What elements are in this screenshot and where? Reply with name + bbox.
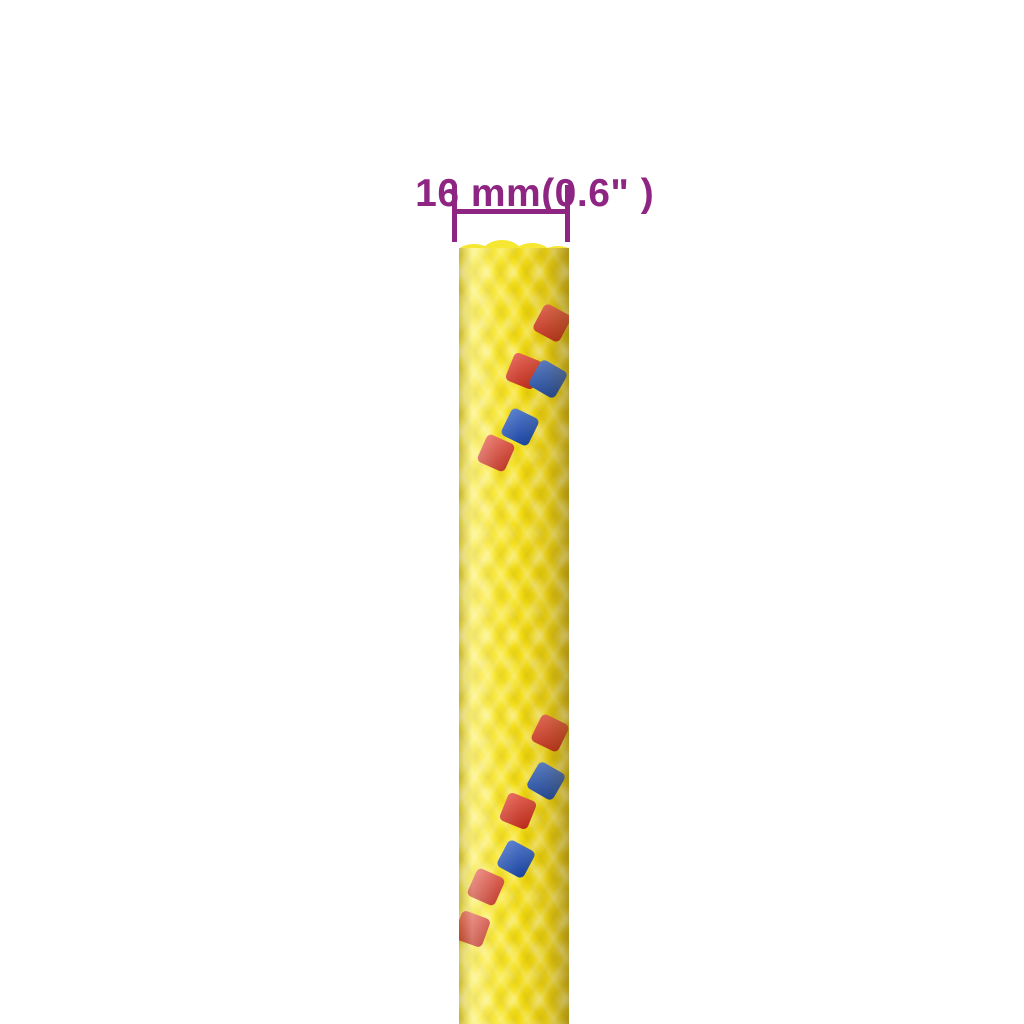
dimension-label-text: 16 mm(0.6" ) bbox=[415, 172, 655, 215]
bracket-tick-right bbox=[565, 185, 570, 242]
rope-cylinder-shading bbox=[459, 248, 569, 1024]
dimension-label: 16 mm(0.6" ) bbox=[0, 128, 1024, 260]
bracket-span-line bbox=[452, 209, 570, 214]
rope-body bbox=[459, 248, 569, 1024]
dimension-bracket bbox=[452, 185, 570, 242]
